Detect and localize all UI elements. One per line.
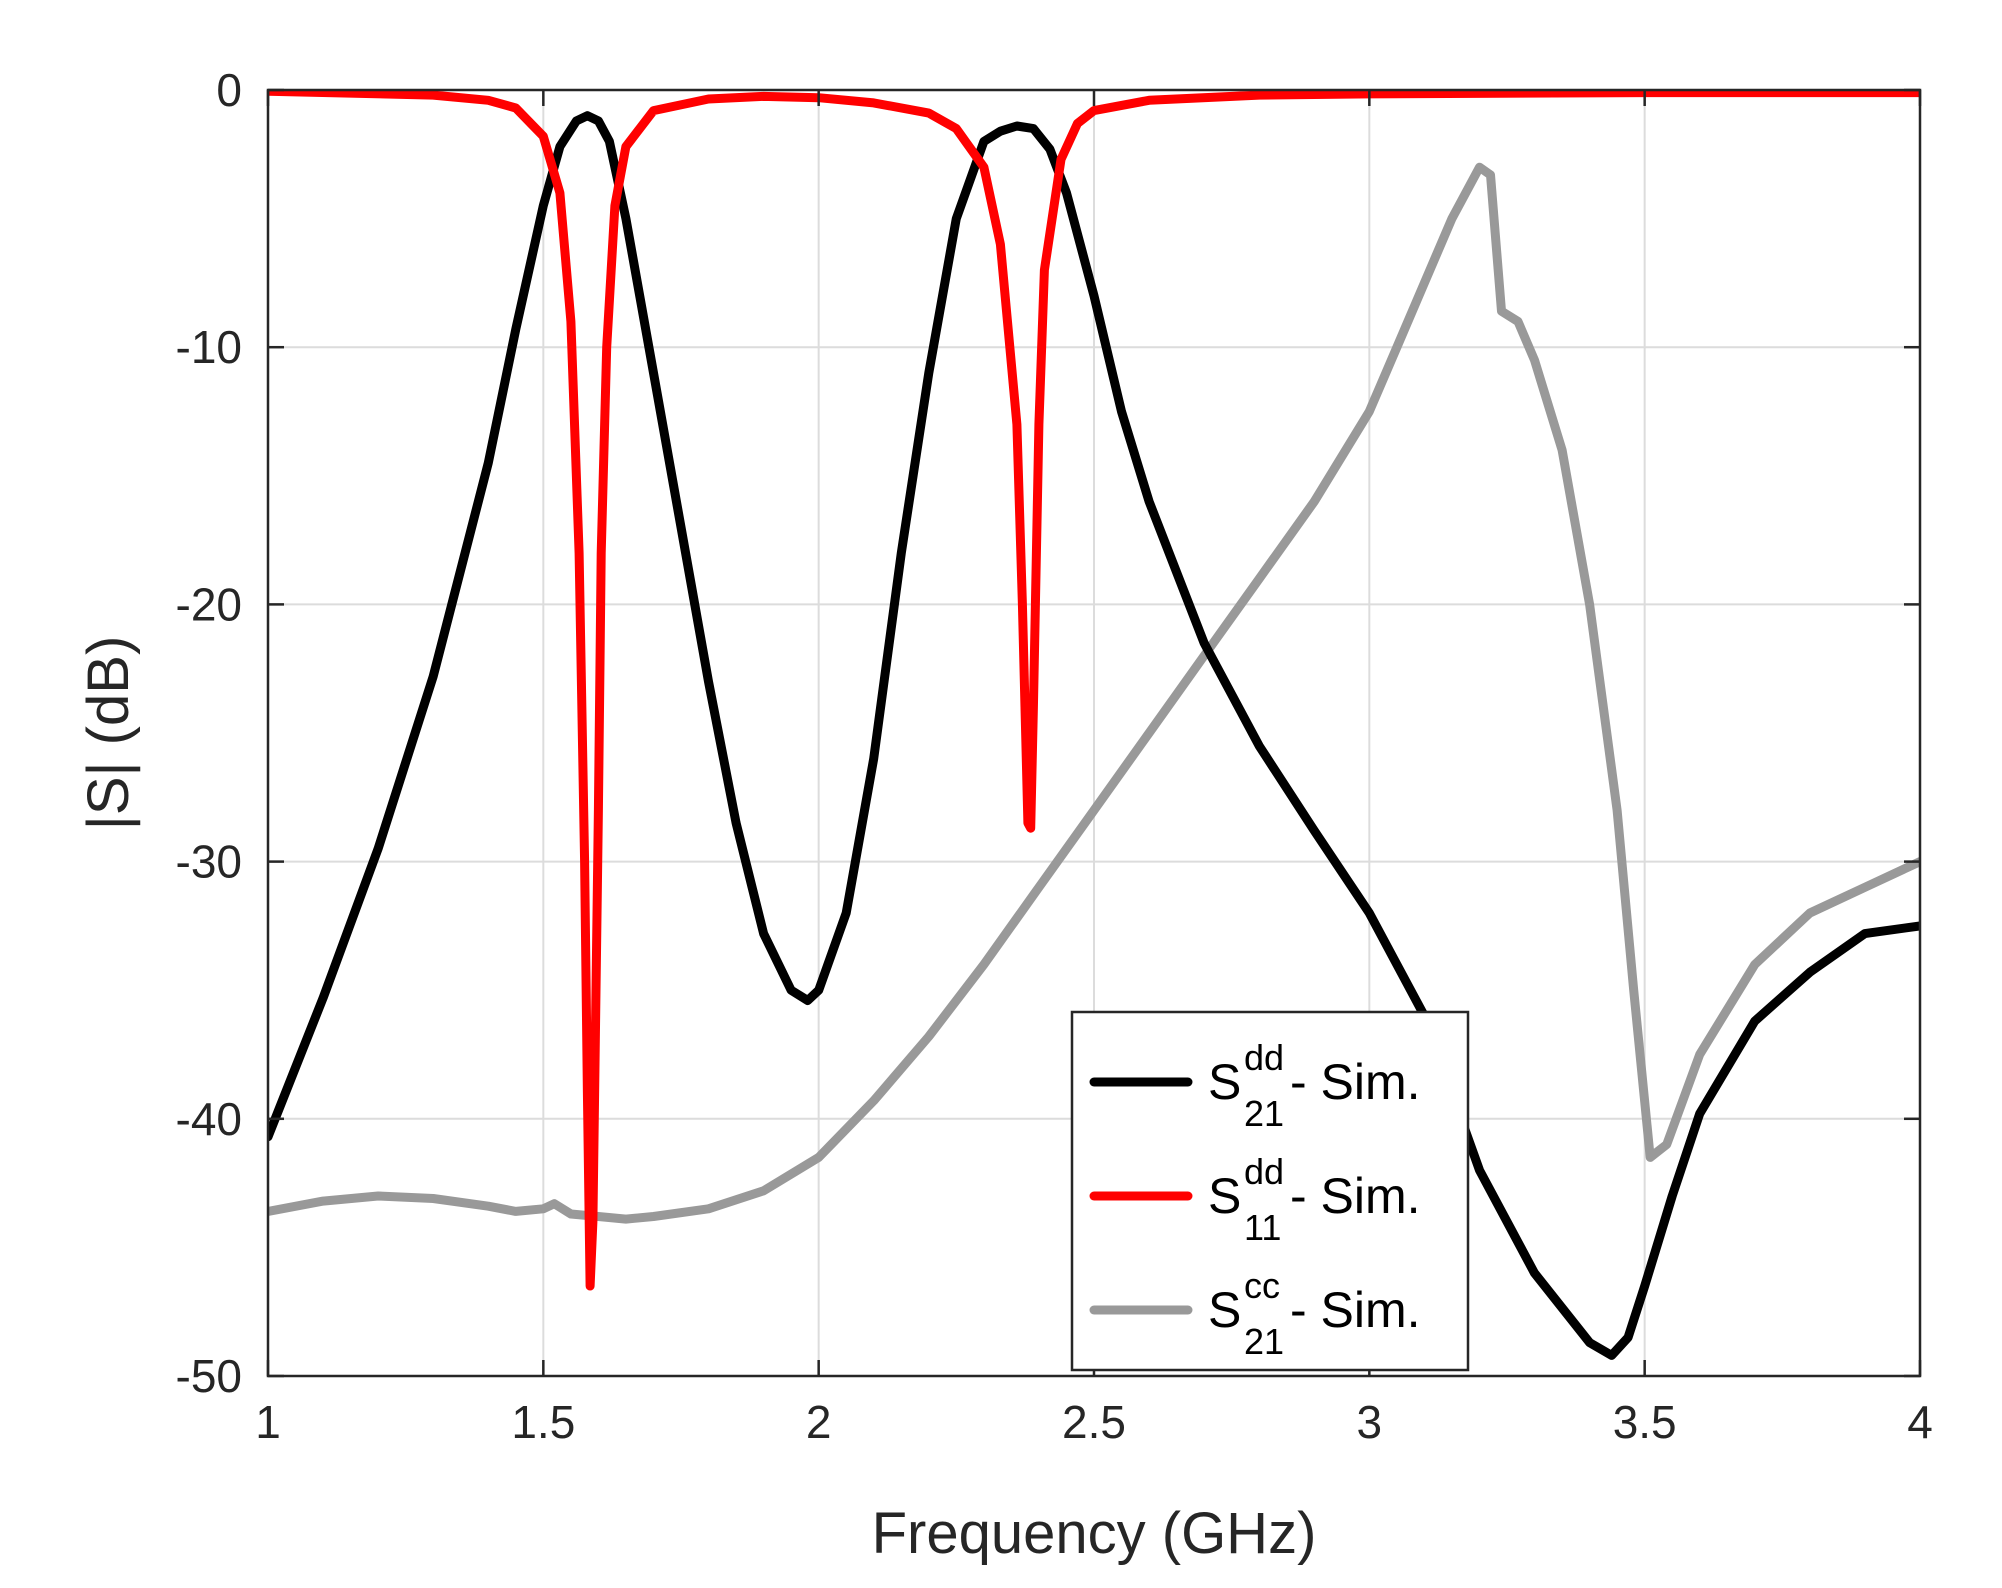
legend-symbol: S xyxy=(1208,1054,1241,1110)
y-tick-label: -50 xyxy=(176,1350,242,1402)
x-tick-label: 1 xyxy=(255,1396,281,1448)
y-tick-label: -40 xyxy=(176,1093,242,1145)
y-axis-label: |S| (dB) xyxy=(76,636,141,831)
x-tick-label: 2 xyxy=(806,1396,832,1448)
legend-label: - Sim. xyxy=(1290,1282,1421,1338)
y-tick-labels: 0 -10 -20 -30 -40 -50 xyxy=(176,64,242,1402)
series-s21dd-line xyxy=(268,111,1920,1360)
x-tick-label: 4 xyxy=(1907,1396,1933,1448)
y-tick-label: -30 xyxy=(176,836,242,888)
legend-label: - Sim. xyxy=(1290,1054,1421,1110)
legend-subscript: 21 xyxy=(1244,1321,1284,1362)
legend-superscript: dd xyxy=(1244,1037,1284,1078)
x-axis-label: Frequency (GHz) xyxy=(872,1501,1317,1566)
legend-subscript: 11 xyxy=(1244,1207,1281,1248)
y-tick-label: -10 xyxy=(176,321,242,373)
x-tick-label: 2.5 xyxy=(1062,1396,1126,1448)
legend-superscript: cc xyxy=(1244,1265,1280,1306)
x-tick-label: 3.5 xyxy=(1613,1396,1677,1448)
x-tick-label: 1.5 xyxy=(511,1396,575,1448)
series-s21cc-line xyxy=(268,162,1920,1224)
y-tick-label: 0 xyxy=(216,64,242,116)
y-tick-label: -20 xyxy=(176,578,242,630)
legend-superscript: dd xyxy=(1244,1151,1284,1192)
x-tick-labels: 1 1.5 2 2.5 3 3.5 4 xyxy=(255,1396,1933,1448)
legend-label: - Sim. xyxy=(1290,1168,1421,1224)
legend-symbol: S xyxy=(1208,1168,1241,1224)
legend-symbol: S xyxy=(1208,1282,1241,1338)
x-tick-label: 3 xyxy=(1357,1396,1383,1448)
legend-subscript: 21 xyxy=(1244,1093,1284,1134)
